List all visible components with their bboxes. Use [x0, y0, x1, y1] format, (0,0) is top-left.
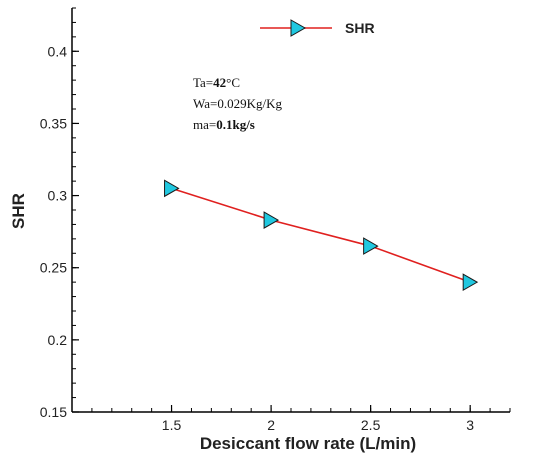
axes — [71, 8, 510, 413]
x-axis-title: Desiccant flow rate (L/min) — [200, 434, 416, 453]
legend-marker — [290, 19, 307, 37]
y-tick-label: 0.3 — [48, 188, 68, 204]
legend-label: SHR — [345, 20, 375, 36]
y-tick-label: 0.15 — [40, 404, 67, 420]
annotation-ma: ma=0.1kg/s — [193, 117, 255, 132]
data-point — [263, 211, 280, 229]
legend: SHR — [260, 19, 375, 37]
y-tick-label: 0.4 — [48, 43, 68, 59]
annotation-wa: Wa=0.029Kg/Kg — [193, 96, 282, 111]
x-tick-label: 1.5 — [162, 417, 182, 433]
y-ticks: 0.15 0.2 0.25 0.3 0.35 0.4 — [40, 7, 79, 420]
x-tick-label: 2 — [267, 417, 275, 433]
series — [164, 179, 479, 292]
y-tick-label: 0.2 — [48, 332, 68, 348]
y-tick-label: 0.35 — [40, 115, 67, 131]
annotation-ta: Ta=42°C — [193, 75, 240, 90]
y-axis-title: SHR — [9, 193, 28, 229]
data-point — [462, 273, 479, 292]
x-ticks: 1.5 2 2.5 3 — [91, 405, 511, 433]
series-line — [171, 187, 471, 283]
x-tick-label: 3 — [466, 417, 474, 433]
x-tick-label: 2.5 — [361, 417, 381, 433]
y-tick-label: 0.25 — [40, 260, 67, 276]
data-point — [363, 237, 379, 255]
annotation: Ta=42°C Wa=0.029Kg/Kg ma=0.1kg/s — [193, 75, 282, 132]
data-point — [164, 179, 180, 198]
